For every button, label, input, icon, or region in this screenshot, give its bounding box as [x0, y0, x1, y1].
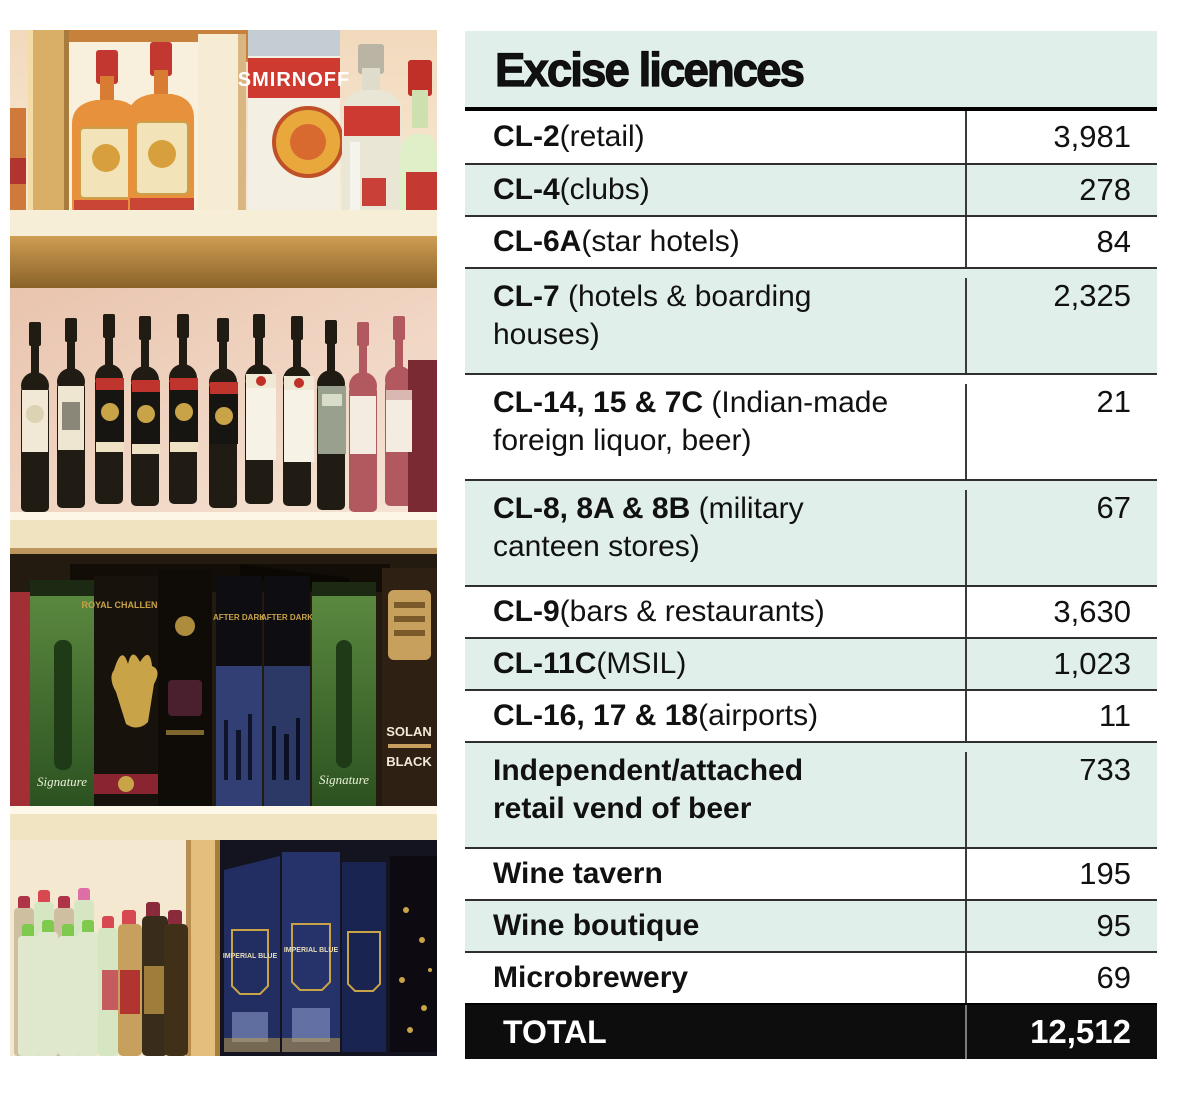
- solan-text-line1: SOLAN: [386, 724, 432, 739]
- table-row: Independent/attached retail vend of beer…: [465, 741, 1157, 847]
- royal-challenge-text: ROYAL CHALLENGE: [81, 600, 170, 610]
- total-value: 12,512: [965, 1005, 1157, 1059]
- imperial-blue-text-2: IMPERIAL BLUE: [284, 947, 339, 954]
- row-value: 3,630: [965, 587, 1157, 637]
- after-dark-text-2: AFTER DARK: [261, 613, 313, 622]
- licence-code: CL-8, 8A & 8B: [493, 492, 691, 525]
- table-row: Wine boutique 95: [465, 899, 1157, 951]
- row-label: CL-7 (hotels & boarding houses): [465, 278, 965, 373]
- row-value: 2,325: [965, 278, 1157, 373]
- row-label: Independent/attached retail vend of beer: [465, 752, 965, 847]
- row-value: 278: [965, 165, 1157, 215]
- wine-shelf: [10, 288, 437, 512]
- bottom-shelf: IMPERIAL BLUE IMPERIAL BLUE: [10, 840, 437, 1056]
- row-label: CL-9 (bars & restaurants): [465, 587, 965, 637]
- gold-speckled-box: [390, 856, 437, 1052]
- table-row: CL-8, 8A & 8B (military canteen stores) …: [465, 479, 1157, 585]
- table-row: CL-4 (clubs) 278: [465, 163, 1157, 215]
- smirnoff-box: SMIRNOFF: [238, 30, 350, 222]
- licence-code: CL-14, 15 & 7C: [493, 386, 704, 419]
- licence-code: Independent/attached retail vend of beer: [493, 754, 804, 826]
- row-label: Wine boutique: [465, 901, 965, 951]
- licence-code: CL-7: [493, 280, 560, 313]
- table-row: CL-11C (MSIL) 1,023: [465, 637, 1157, 689]
- row-label: CL-6A (star hotels): [465, 217, 965, 267]
- table-row: CL-14, 15 & 7C (Indian-made foreign liqu…: [465, 373, 1157, 479]
- excise-licences-table: Excise licences CL-2 (retail) 3,981 CL-4…: [465, 31, 1157, 1059]
- shelf-board-1: [10, 210, 437, 288]
- row-value: 11: [965, 691, 1157, 741]
- licence-code: CL-4: [493, 173, 560, 206]
- licence-code: Microbrewery: [493, 961, 689, 994]
- liquor-shelf-photo: SMIRNOFF: [10, 30, 437, 1056]
- licence-desc: (hotels & boarding houses): [493, 280, 812, 352]
- row-label: CL-11C (MSIL): [465, 639, 965, 689]
- licence-desc: (bars & restaurants): [559, 595, 825, 628]
- row-label: CL-14, 15 & 7C (Indian-made foreign liqu…: [465, 384, 965, 479]
- licence-code: CL-16, 17 & 18: [493, 699, 699, 732]
- table-total-row: TOTAL 12,512: [465, 1003, 1157, 1059]
- licence-desc: (retail): [559, 120, 645, 153]
- table-header: Excise licences: [465, 31, 1157, 111]
- row-value: 1,023: [965, 639, 1157, 689]
- row-label: CL-8, 8A & 8B (military canteen stores): [465, 490, 965, 585]
- shelf-board-2: [10, 512, 437, 554]
- row-value: 67: [965, 490, 1157, 585]
- signature-box-2: Signature: [312, 582, 376, 806]
- shelf-board-3: [10, 806, 437, 840]
- after-dark-boxes: AFTER DARK AFTER DARK: [213, 576, 313, 806]
- licence-desc: (Indian-made foreign liquor, beer): [493, 386, 889, 458]
- royal-challenge-box: ROYAL CHALLENGE: [81, 576, 171, 806]
- table-row: Wine tavern 195: [465, 847, 1157, 899]
- signature-box-1: Signature: [30, 580, 94, 806]
- row-label: Microbrewery: [465, 953, 965, 1003]
- row-value: 21: [965, 384, 1157, 479]
- box-shelf: Signature ROYAL CHALLENGE: [10, 554, 437, 806]
- licence-desc: (clubs): [559, 173, 650, 206]
- solan-black-box: SOLAN BLACK: [382, 568, 437, 806]
- smirnoff-label-text: SMIRNOFF: [238, 69, 350, 91]
- table-row: CL-16, 17 & 18 (airports) 11: [465, 689, 1157, 741]
- table-title: Excise licences: [494, 42, 805, 96]
- imperial-blue-text-1: IMPERIAL BLUE: [223, 953, 278, 960]
- orange-liqueur-bottles: [72, 42, 194, 236]
- licence-desc: (star hotels): [581, 225, 740, 258]
- licence-code: Wine boutique: [493, 909, 700, 942]
- top-shelf: SMIRNOFF: [10, 30, 437, 236]
- licence-code: CL-6A: [493, 225, 582, 258]
- row-value: 84: [965, 217, 1157, 267]
- table-row: CL-9 (bars & restaurants) 3,630: [465, 585, 1157, 637]
- licence-code: CL-11C: [493, 647, 597, 680]
- table-row: CL-7 (hotels & boarding houses) 2,325: [465, 267, 1157, 373]
- imperial-black-box: [158, 570, 212, 806]
- row-label: CL-2 (retail): [465, 111, 965, 163]
- licence-code: CL-9: [493, 595, 560, 628]
- row-label: Wine tavern: [465, 849, 965, 899]
- after-dark-text-1: AFTER DARK: [213, 613, 265, 622]
- shelf-photo-art: SMIRNOFF: [10, 30, 437, 1056]
- table-row: Microbrewery 69: [465, 951, 1157, 1003]
- licence-desc: (airports): [698, 699, 819, 732]
- signature-label-text-2: Signature: [319, 772, 369, 787]
- total-label: TOTAL: [503, 1013, 607, 1050]
- imperial-blue-boxes: IMPERIAL BLUE IMPERIAL BLUE: [223, 852, 386, 1052]
- row-value: 69: [965, 953, 1157, 1003]
- licence-code: CL-2: [493, 120, 560, 153]
- row-label: CL-4 (clubs): [465, 165, 965, 215]
- table-row: CL-6A (star hotels) 84: [465, 215, 1157, 267]
- licence-code: Wine tavern: [493, 857, 663, 890]
- licence-desc: (MSIL): [596, 647, 687, 680]
- row-value: 95: [965, 901, 1157, 951]
- signature-label-text: Signature: [37, 774, 87, 789]
- licence-desc: (military canteen stores): [493, 492, 804, 564]
- miniature-bottles: [14, 888, 188, 1056]
- row-value: 733: [965, 752, 1157, 847]
- solan-text-line2: BLACK: [386, 754, 432, 769]
- row-label: CL-16, 17 & 18 (airports): [465, 691, 965, 741]
- table-row: CL-2 (retail) 3,981: [465, 111, 1157, 163]
- row-value: 195: [965, 849, 1157, 899]
- row-value: 3,981: [965, 111, 1157, 163]
